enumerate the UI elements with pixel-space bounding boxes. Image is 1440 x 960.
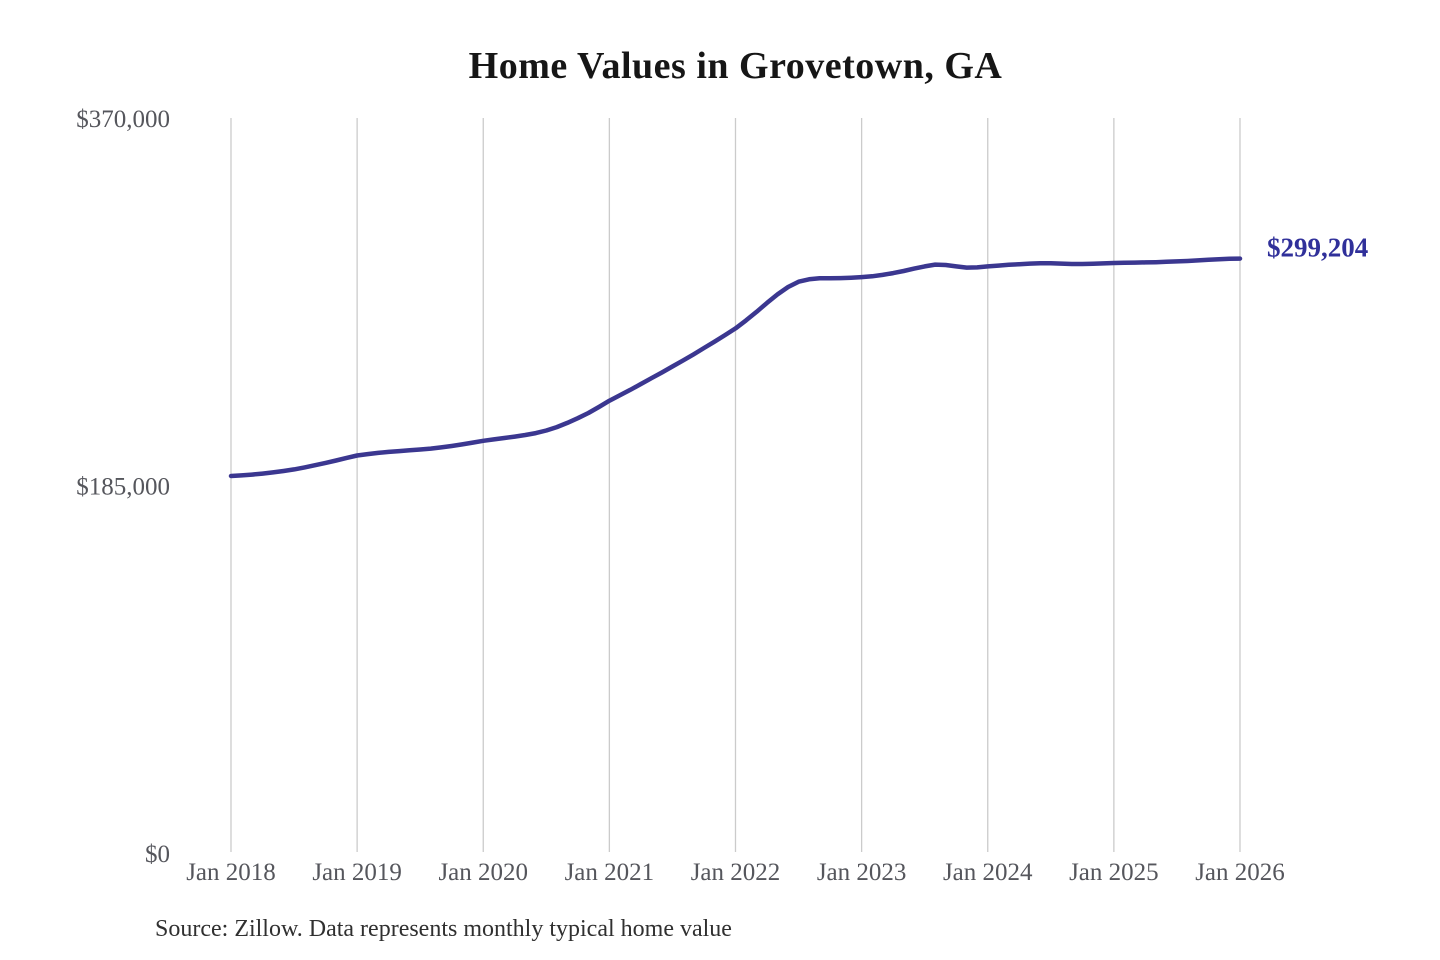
- y-tick-label: $0: [145, 841, 170, 868]
- x-tick-label: Jan 2025: [1069, 859, 1159, 886]
- home-value-line: [228, 256, 1243, 479]
- y-tick-label: $370,000: [76, 106, 170, 133]
- x-tick-label: Jan 2021: [565, 859, 655, 886]
- x-tick-label: Jan 2020: [438, 859, 528, 886]
- latest-value-label: $299,204: [1267, 232, 1369, 263]
- source-note: Source: Zillow. Data represents monthly …: [155, 916, 732, 942]
- x-tick-label: Jan 2022: [691, 859, 781, 886]
- x-tick-label: Jan 2018: [186, 859, 276, 886]
- x-tick-label: Jan 2024: [943, 859, 1033, 886]
- y-tick-label: $185,000: [76, 474, 170, 501]
- x-tick-label: Jan 2026: [1195, 859, 1285, 886]
- x-tick-label: Jan 2019: [312, 859, 402, 886]
- chart-title: Home Values in Grovetown, GA: [468, 45, 1003, 87]
- x-tick-label: Jan 2023: [817, 859, 907, 886]
